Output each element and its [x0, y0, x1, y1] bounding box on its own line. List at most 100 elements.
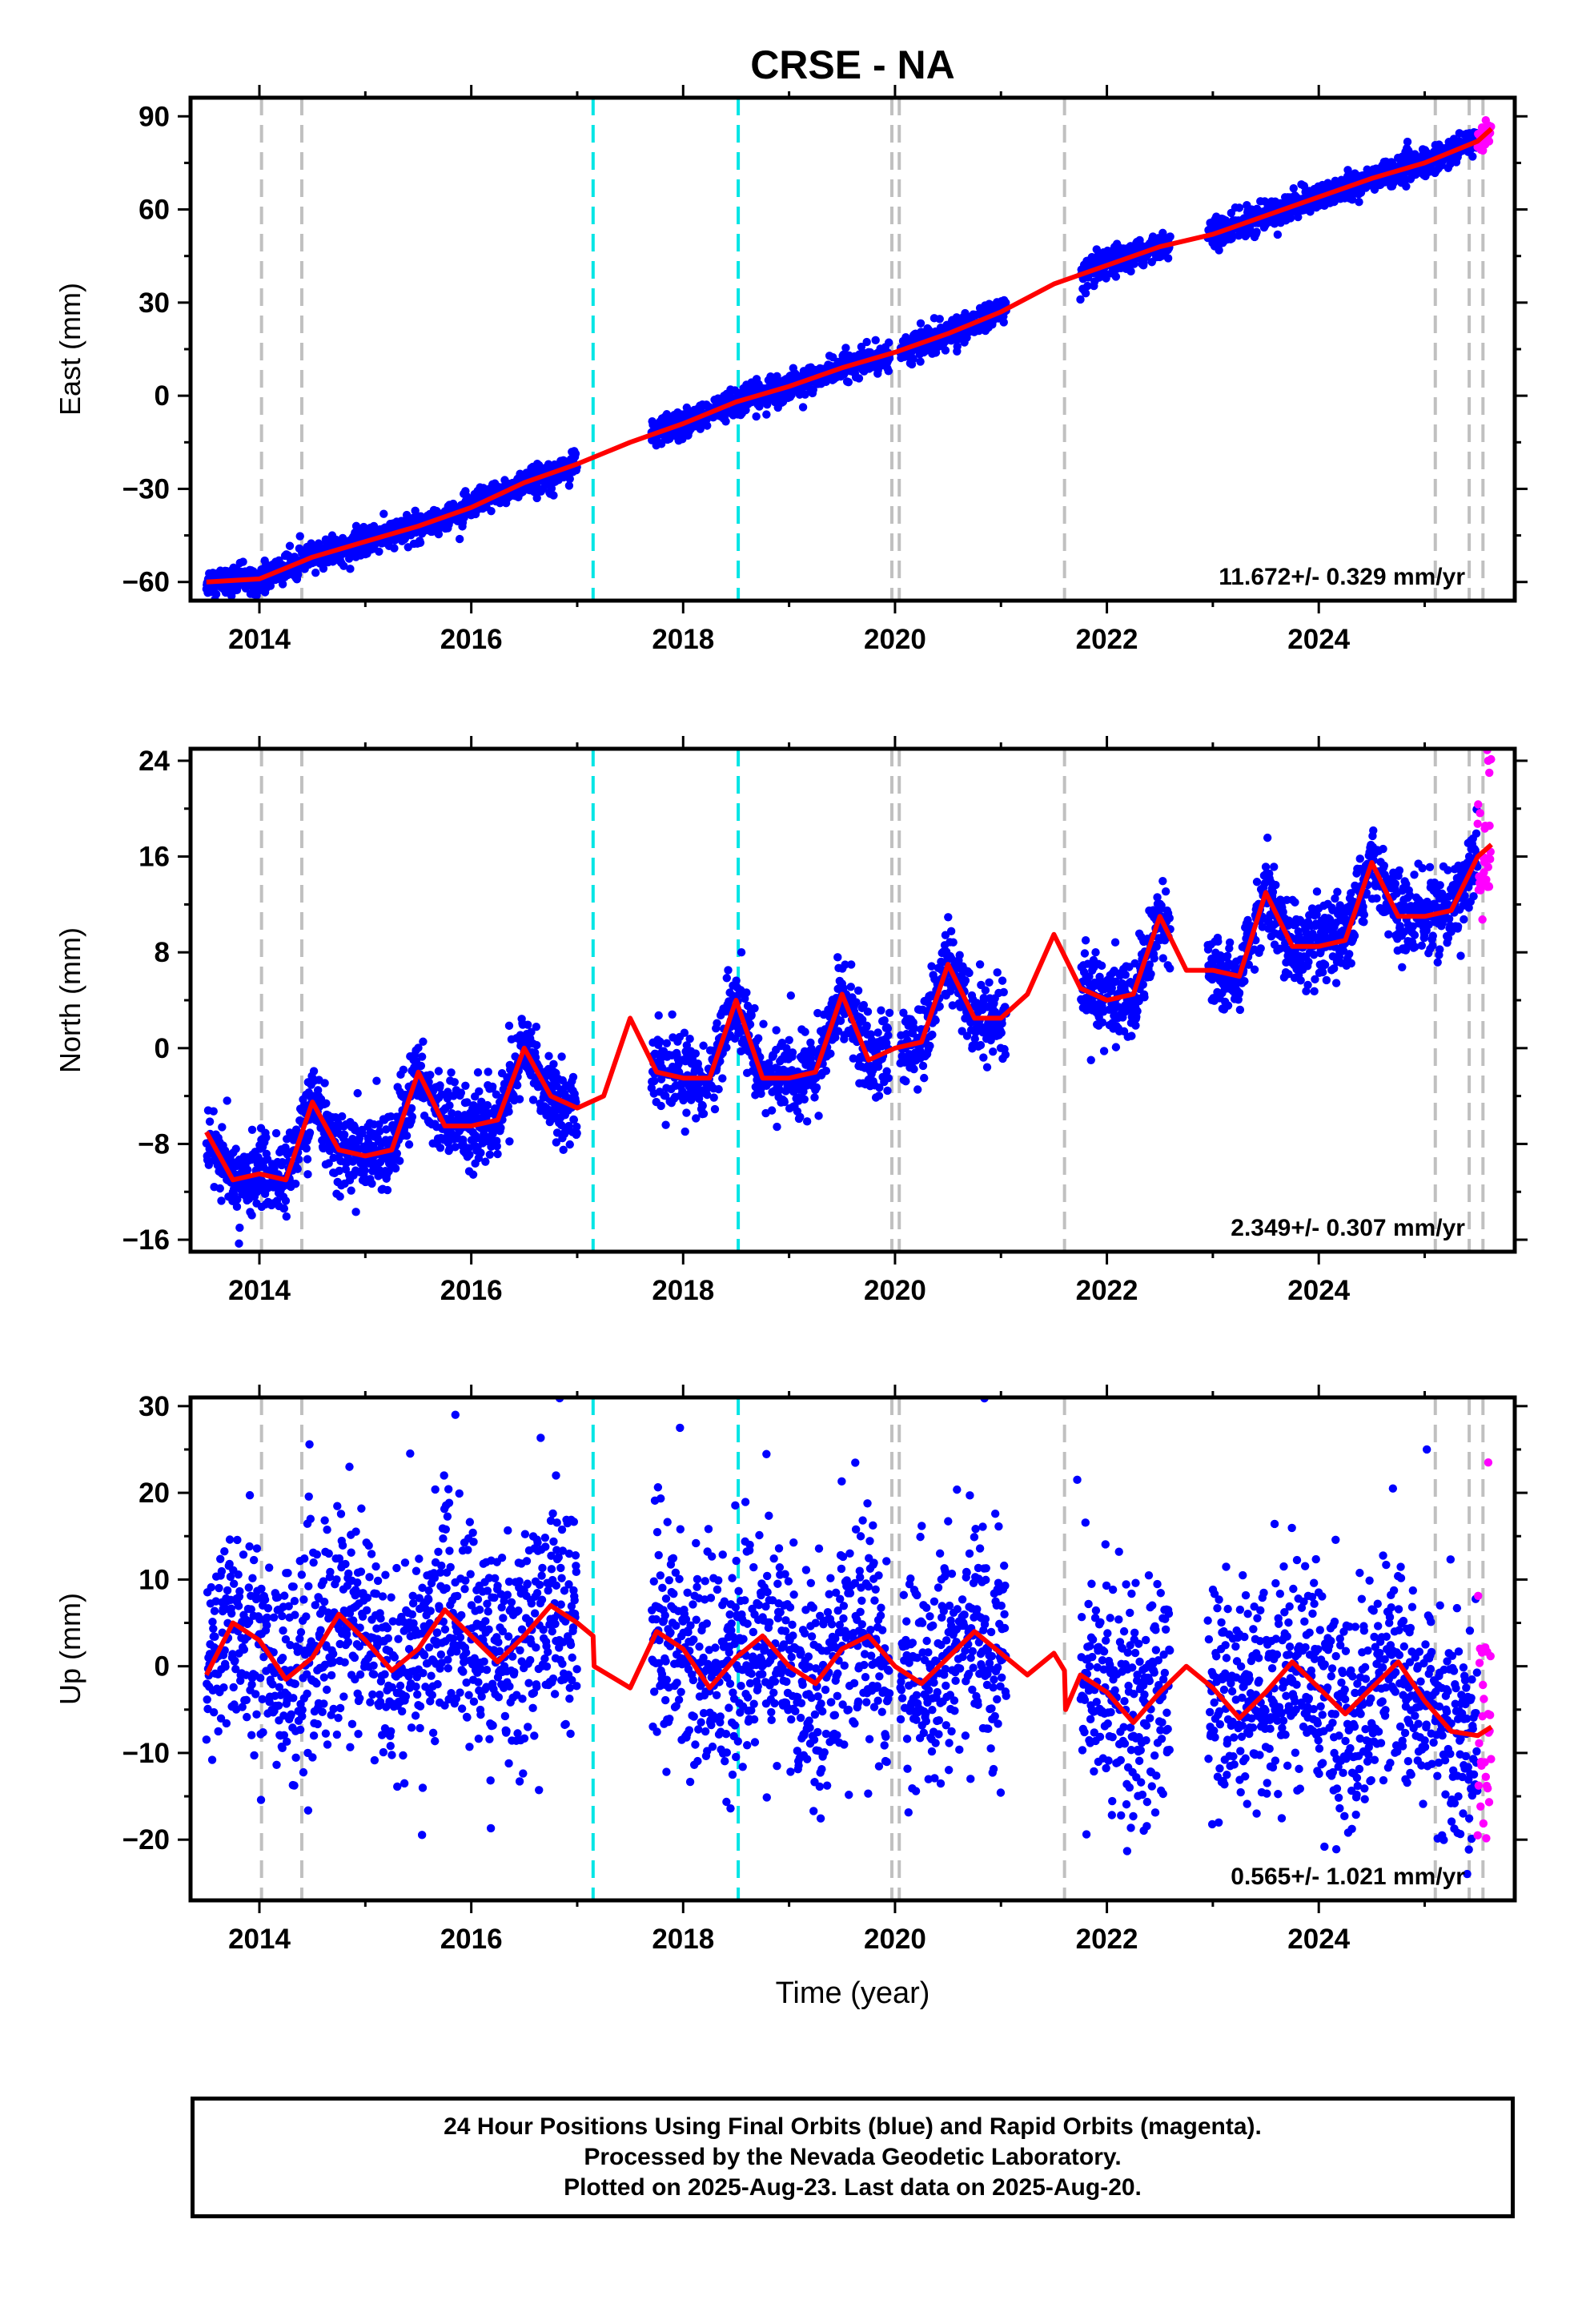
data-point [800, 1095, 809, 1104]
data-point [557, 1052, 566, 1061]
data-point [829, 352, 837, 362]
data-point [883, 1086, 892, 1096]
data-point [961, 976, 970, 985]
data-point [880, 1016, 889, 1025]
data-point [718, 1074, 727, 1083]
data-point [703, 421, 712, 430]
data-point [682, 1108, 691, 1117]
data-point [532, 493, 541, 503]
data-point [271, 1128, 281, 1138]
data-point [854, 374, 864, 383]
data-point [962, 1031, 972, 1040]
data-point [293, 570, 303, 579]
data-point [339, 561, 348, 570]
data-point [247, 1211, 256, 1220]
data-point [416, 538, 425, 547]
data-point [941, 346, 950, 355]
data-point [395, 1156, 404, 1165]
data-point [714, 1084, 723, 1094]
data-point [285, 541, 295, 550]
data-point [692, 1114, 701, 1123]
data-point [281, 1143, 290, 1152]
outlier-point [1076, 295, 1085, 304]
data-point [772, 1026, 781, 1035]
data-point [392, 1149, 402, 1158]
data-point [278, 580, 287, 589]
data-point [724, 966, 733, 975]
data-point [565, 474, 574, 484]
data-point [528, 1096, 538, 1104]
data-point [998, 1019, 1006, 1028]
data-point [999, 318, 1008, 327]
data-point [1343, 166, 1352, 175]
data-point [926, 1041, 934, 1051]
data-point [1097, 961, 1106, 971]
x-tick-label: 2014 [228, 624, 291, 655]
data-point [1163, 254, 1173, 263]
data-point [309, 1067, 319, 1076]
data-point [877, 1006, 885, 1015]
data-point [211, 589, 221, 599]
data-point [445, 1101, 454, 1110]
data-point [913, 1085, 922, 1094]
data-point [780, 1097, 789, 1107]
data-point [293, 1164, 302, 1173]
data-point [699, 1041, 708, 1050]
data-point [979, 1053, 988, 1062]
series-final-orbits [202, 805, 1482, 1248]
data-point [1110, 938, 1120, 947]
data-point [699, 1109, 709, 1118]
data-point [544, 1051, 553, 1060]
data-point [677, 428, 686, 436]
data-point [319, 564, 328, 573]
data-point [247, 1125, 257, 1134]
chart-title: CRSE - NA [750, 42, 955, 87]
data-point [485, 1150, 495, 1159]
data-point [552, 1138, 561, 1147]
data-point [493, 1149, 502, 1159]
data-point [847, 960, 856, 969]
data-point [841, 960, 849, 969]
data-point [1001, 1050, 1010, 1059]
data-point [656, 1037, 665, 1046]
data-point [1080, 949, 1090, 958]
data-point [404, 1140, 414, 1149]
data-point [802, 1117, 812, 1126]
data-point [732, 976, 741, 985]
data-point [408, 1112, 417, 1121]
data-point [488, 1082, 497, 1092]
data-point [909, 354, 917, 364]
data-point [944, 913, 953, 922]
data-point [532, 1023, 541, 1031]
data-point [1289, 183, 1298, 193]
data-point [390, 544, 399, 553]
data-point [1403, 137, 1412, 147]
data-point [801, 1027, 809, 1036]
data-point [661, 1092, 670, 1100]
data-point [788, 1048, 797, 1057]
data-point [884, 1073, 893, 1083]
data-point [217, 1196, 226, 1205]
data-point [874, 1092, 884, 1100]
data-point [391, 1164, 400, 1173]
data-point [785, 1035, 793, 1045]
data-point [347, 1186, 355, 1195]
data-point [814, 1112, 823, 1120]
data-point [999, 987, 1008, 997]
data-point [450, 1078, 459, 1087]
data-point [955, 951, 964, 959]
data-point [564, 1121, 573, 1131]
data-point [339, 1130, 349, 1140]
data-point [722, 1043, 731, 1052]
data-point [483, 1100, 492, 1110]
data-point [461, 1081, 470, 1091]
data-point [976, 1040, 986, 1050]
data-point [215, 1184, 224, 1193]
data-point [871, 336, 880, 345]
data-point [909, 1064, 918, 1074]
data-point [875, 1083, 884, 1092]
data-point [322, 1099, 331, 1108]
data-point [747, 1011, 756, 1019]
